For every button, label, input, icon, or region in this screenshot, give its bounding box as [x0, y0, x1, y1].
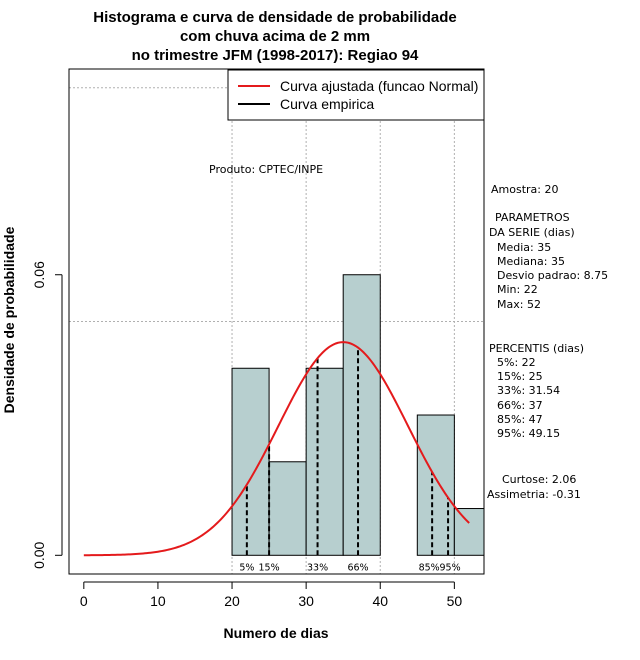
y-tick-label: 0.00: [31, 541, 47, 568]
x-tick-label: 20: [224, 593, 240, 609]
legend: Curva ajustada (funcao Normal) Curva emp…: [227, 69, 485, 121]
percentile-labels: 5% 15% 33% 66% 85% 95%: [239, 562, 460, 573]
legend-label-normal: Curva ajustada (funcao Normal): [280, 78, 478, 94]
params-title: PARAMETROS: [495, 211, 570, 224]
percentile-label: 66%: [347, 562, 368, 573]
statistics-panel: Amostra: 20 PARAMETROS DA SERIE (dias) M…: [487, 183, 608, 501]
sample-size: Amostra: 20: [491, 183, 558, 196]
percentile-label: 95%: [439, 562, 460, 573]
y-tick-label: 0.06: [31, 261, 47, 288]
y-axis: 0.00 0.06: [31, 261, 63, 569]
percentile-label: 33%: [307, 562, 328, 573]
percentile-lines: [245, 347, 450, 556]
stat-p33: 33%: 31.54: [497, 384, 560, 397]
stat-p95: 95%: 49.15: [497, 427, 560, 440]
percentile-label: 5%: [239, 562, 254, 573]
x-tick-label: 30: [298, 593, 314, 609]
stat-desvio: Desvio padrao: 8.75: [497, 269, 608, 282]
percentis-title: PERCENTIS (dias): [489, 342, 584, 355]
stat-curtose: Curtose: 2.06: [502, 473, 576, 486]
plot-frame: [68, 68, 485, 575]
histogram-bar: [453, 508, 485, 556]
stat-max: Max: 52: [497, 298, 541, 311]
legend-label-empirical: Curva empirica: [280, 96, 374, 112]
x-tick-label: 40: [372, 593, 388, 609]
normal-fit-curve: [83, 341, 470, 557]
histogram-bar: [416, 414, 455, 556]
histogram-bars: [231, 274, 485, 556]
x-tick-label: 0: [80, 593, 88, 609]
histogram-bar: [268, 461, 307, 556]
stat-p5: 5%: 22: [497, 356, 536, 369]
chart-title-line-3: no trimestre JFM (1998-2017): Regiao 94: [132, 47, 419, 64]
percentile-label: 85%: [419, 562, 440, 573]
histogram-bar: [305, 367, 344, 556]
legend-box: [227, 69, 485, 121]
stat-p66: 66%: 37: [497, 399, 543, 412]
stat-min: Min: 22: [497, 283, 538, 296]
stat-assimetria: Assimetria: -0.31: [487, 488, 581, 501]
histogram-bar: [231, 367, 270, 556]
stat-p85: 85%: 47: [497, 413, 543, 426]
x-axis: 0 10 20 30 40 50: [80, 581, 463, 609]
x-tick-label: 10: [150, 593, 166, 609]
stat-p15: 15%: 25: [497, 370, 543, 383]
x-axis-label: Numero de dias: [223, 625, 328, 641]
stat-mediana: Mediana: 35: [497, 255, 565, 268]
params-subtitle: DA SERIE (dias): [489, 226, 575, 239]
stat-media: Media: 35: [497, 241, 551, 254]
product-label: Produto: CPTEC/INPE: [209, 163, 323, 176]
x-tick-label: 50: [447, 593, 463, 609]
percentile-label: 15%: [259, 562, 280, 573]
y-axis-label: Densidade de probabilidade: [1, 226, 17, 413]
chart-title-line-2: com chuva acima de 2 mm: [180, 28, 370, 45]
chart-title-line-1: Histograma e curva de densidade de proba…: [93, 9, 456, 26]
histogram-bar: [342, 274, 381, 556]
